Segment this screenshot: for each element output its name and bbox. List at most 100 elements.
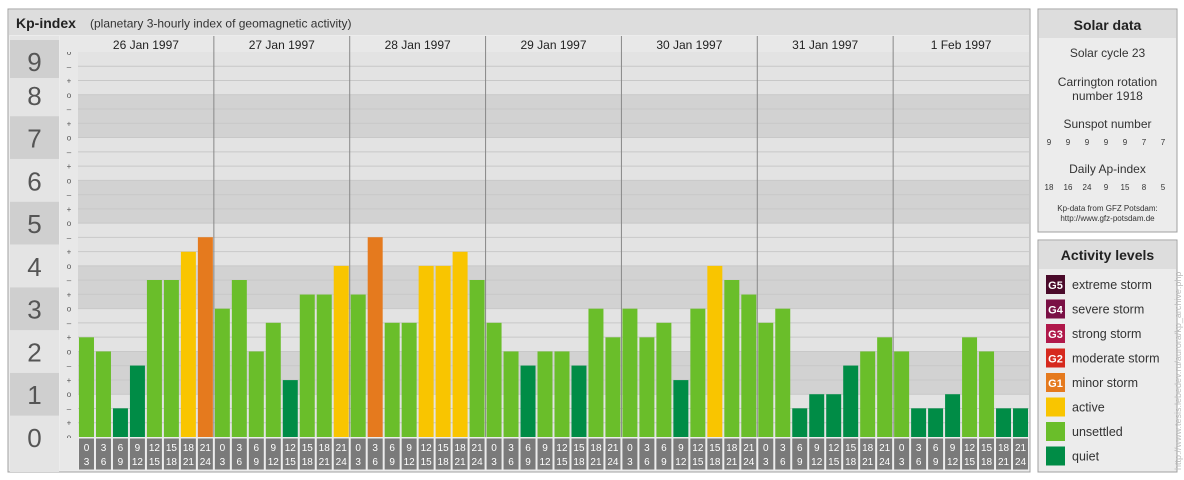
kp-bar	[962, 337, 978, 437]
hour-start-label: 9	[406, 443, 412, 454]
thirds-tick-label: o	[67, 262, 72, 271]
hour-start-label: 21	[336, 443, 348, 454]
level-box	[10, 40, 59, 78]
hour-start-label: 0	[84, 443, 90, 454]
hour-start-label: 0	[355, 443, 361, 454]
hour-end-label: 12	[947, 457, 959, 468]
hour-end-label: 3	[627, 457, 633, 468]
kp-bar	[588, 308, 604, 437]
thirds-tick-label: o	[67, 219, 72, 228]
hour-start-label: 6	[797, 443, 803, 454]
hour-start-label: 0	[627, 443, 633, 454]
hour-end-label: 15	[149, 457, 161, 468]
hour-cell	[145, 437, 163, 471]
legend-swatch	[1046, 397, 1065, 417]
hour-end-label: 18	[845, 457, 857, 468]
hour-cell	[672, 437, 690, 471]
hour-end-label: 21	[726, 457, 738, 468]
hour-start-label: 12	[285, 443, 297, 454]
kp-bar	[707, 265, 723, 437]
kp-bar	[248, 351, 264, 437]
hour-end-label: 9	[389, 457, 395, 468]
level-band	[78, 180, 1029, 224]
solar-header: Solar data	[1074, 17, 1142, 33]
kp-bar	[452, 251, 468, 437]
sunspot-label: Sunspot number	[1063, 117, 1151, 131]
kp-bar	[860, 351, 876, 437]
kp-bar	[622, 308, 638, 437]
kp-bar	[792, 408, 808, 437]
day-label: 1 Feb 1997	[931, 38, 992, 52]
hour-end-label: 21	[862, 457, 874, 468]
thirds-tick-label: +	[67, 248, 72, 257]
thirds-tick-label: +	[67, 77, 72, 86]
hour-start-label: 18	[862, 443, 874, 454]
y-tick-label: 5	[27, 209, 41, 239]
level-box	[10, 158, 59, 202]
level-band	[78, 94, 1029, 138]
hour-start-label: 12	[828, 443, 840, 454]
kp-bar	[673, 380, 689, 437]
kp-bar	[775, 308, 791, 437]
legend-swatch	[1046, 299, 1065, 319]
hour-start-label: 3	[916, 443, 922, 454]
hour-start-label: 0	[220, 443, 226, 454]
thirds-tick-label: o	[67, 134, 72, 143]
hour-end-label: 21	[455, 457, 467, 468]
sunspot-value: 7	[1142, 138, 1147, 147]
thirds-axis-bg	[60, 52, 78, 438]
day-label: 31 Jan 1997	[792, 38, 858, 52]
hour-cell	[451, 437, 469, 471]
hour-start-label: 12	[556, 443, 568, 454]
thirds-tick-label: o	[67, 390, 72, 399]
thirds-tick-label: –	[67, 233, 72, 242]
hour-start-label: 15	[845, 443, 857, 454]
hour-start-label: 9	[814, 443, 820, 454]
hour-end-label: 24	[472, 457, 484, 468]
hour-cell	[128, 437, 146, 471]
hour-start-label: 9	[271, 443, 277, 454]
thirds-tick-label: +	[67, 290, 72, 299]
y-tick-label: 7	[27, 124, 41, 154]
activity-header: Activity levels	[1061, 247, 1155, 263]
hour-end-label: 9	[797, 457, 803, 468]
hour-start-label: 15	[981, 443, 993, 454]
hour-end-label: 3	[220, 457, 226, 468]
kp-bar	[520, 365, 536, 437]
y-tick-label: 1	[27, 380, 41, 410]
hour-cell	[774, 437, 792, 471]
hour-end-label: 18	[302, 457, 314, 468]
hour-cell	[740, 437, 758, 471]
kp-bar	[894, 351, 910, 437]
hour-start-label: 9	[542, 443, 548, 454]
y-tick-label: 4	[27, 252, 41, 282]
kp-bar	[571, 365, 587, 437]
legend-label: extreme storm	[1072, 278, 1152, 292]
hour-start-label: 0	[899, 443, 905, 454]
ap-value: 18	[1045, 183, 1054, 192]
hour-start-label: 6	[933, 443, 939, 454]
sunspot-value: 9	[1085, 138, 1090, 147]
thirds-tick-label: –	[67, 105, 72, 114]
y-tick-label: 8	[27, 81, 41, 111]
hour-cell	[298, 437, 316, 471]
thirds-tick-label: +	[67, 162, 72, 171]
hour-start-label: 15	[302, 443, 314, 454]
hour-start-label: 21	[200, 443, 212, 454]
hour-cell	[366, 437, 384, 471]
ap-label: Daily Ap-index	[1069, 162, 1146, 176]
solar-cycle: Solar cycle 23	[1070, 46, 1146, 60]
level-box	[10, 73, 59, 117]
hour-end-label: 9	[254, 457, 260, 468]
thirds-tick-label: –	[67, 191, 72, 200]
hour-cell	[502, 437, 520, 471]
day-label: 28 Jan 1997	[385, 38, 451, 52]
carrington-line1: Carrington rotation	[1058, 75, 1157, 89]
solar-panel	[1037, 8, 1178, 233]
hour-end-label: 18	[981, 457, 993, 468]
hour-start-label: 6	[118, 443, 124, 454]
hour-cell	[791, 437, 809, 471]
hour-end-label: 12	[404, 457, 416, 468]
legend-swatch	[1046, 348, 1065, 368]
